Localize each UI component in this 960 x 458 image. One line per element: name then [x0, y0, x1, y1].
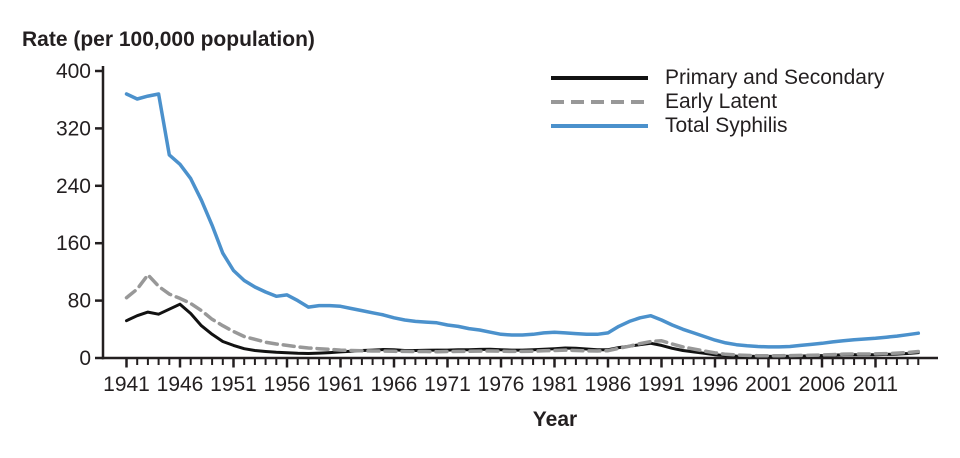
x-tick-label: 2011 — [853, 373, 898, 396]
y-tick-label: 0 — [79, 347, 91, 370]
legend-item-total-syphilis: Total Syphilis — [551, 114, 884, 138]
x-tick-label: 2006 — [799, 373, 846, 396]
x-axis-title-text: Year — [532, 408, 578, 431]
series-line-early-latent — [124, 273, 921, 358]
x-tick-label: 1941 — [103, 373, 150, 396]
x-tick-label: 1966 — [371, 373, 418, 396]
x-tick-label: 1976 — [478, 373, 525, 396]
x-tick-label: 1991 — [638, 373, 685, 396]
x-tick-label: 1956 — [264, 373, 311, 396]
x-tick-label: 1996 — [692, 373, 739, 396]
series-line-primary-and-secondary — [125, 302, 920, 358]
x-tick-label: 1981 — [531, 373, 578, 396]
y-tick-label: 160 — [56, 232, 91, 255]
legend-label: Total Syphilis — [665, 114, 788, 137]
y-tick-label: 240 — [56, 175, 91, 198]
x-axis-title: Year — [0, 408, 960, 432]
series-line-total-syphilis — [124, 92, 921, 349]
legend: Primary and Secondary Early Latent Total… — [551, 66, 884, 138]
x-tick-label: 1986 — [585, 373, 632, 396]
y-tick-label: 320 — [56, 117, 91, 140]
x-tick-label: 1951 — [210, 373, 257, 396]
x-tick-label: 2001 — [745, 373, 792, 396]
x-tick-label: 1961 — [317, 373, 364, 396]
legend-label: Primary and Secondary — [665, 66, 885, 89]
legend-item-early-latent: Early Latent — [551, 90, 884, 114]
y-tick-label: 80 — [68, 290, 91, 313]
y-tick-label: 400 — [56, 60, 91, 83]
x-tick-label: 1971 — [424, 373, 471, 396]
chart-title: Rate (per 100,000 population) — [22, 28, 315, 51]
primary-and-secondary-line-swatch — [551, 76, 648, 80]
x-tick-label: 1946 — [157, 373, 204, 396]
early-latent-line-swatch — [551, 100, 648, 104]
legend-item-primary-and-secondary: Primary and Secondary — [551, 66, 884, 90]
legend-label: Early Latent — [665, 90, 778, 113]
total-syphilis-line-swatch — [551, 124, 648, 128]
